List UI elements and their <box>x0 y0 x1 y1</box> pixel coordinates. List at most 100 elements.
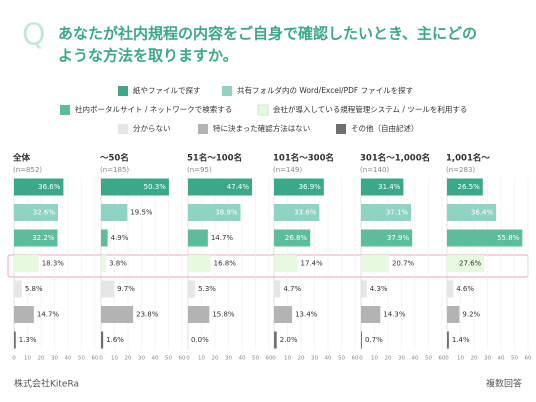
value-label: 17.4% <box>300 260 323 268</box>
panel-title: 101名〜300名 <box>273 153 334 164</box>
x-tick-label: 50 <box>338 356 345 362</box>
legend-label: その他（自由記述） <box>351 123 419 133</box>
bar <box>188 204 241 221</box>
legend-label: 分からない <box>133 124 171 133</box>
value-label: 47.4% <box>227 183 250 191</box>
x-tick-label: 30 <box>225 356 232 362</box>
value-label: 3.8% <box>109 260 127 268</box>
x-tick-label: 0 <box>186 356 190 362</box>
x-tick-label: 40 <box>152 356 159 362</box>
value-label: 26.5% <box>458 183 481 191</box>
panel-title: 1,001名〜 <box>446 153 490 164</box>
x-tick-label: 10 <box>284 356 291 362</box>
x-tick-label: 50 <box>425 356 432 362</box>
bar <box>361 280 367 298</box>
value-label: 50.3% <box>144 183 167 191</box>
bar <box>188 255 211 272</box>
x-tick-label: 0 <box>12 356 16 362</box>
x-tick-label: 60 <box>525 356 532 362</box>
bar <box>101 331 104 349</box>
bar <box>274 280 281 298</box>
x-tick-label: 50 <box>252 356 259 362</box>
x-tick-label: 20 <box>385 356 392 362</box>
bar <box>14 306 34 323</box>
bar <box>101 255 107 272</box>
legend-label: 共有フォルダ内の Word/Excel/PDF ファイルを探す <box>237 85 413 95</box>
bar <box>361 204 412 221</box>
bar <box>14 229 58 247</box>
x-tick-label: 0 <box>359 356 363 362</box>
value-label: 55.8% <box>497 234 520 242</box>
bar <box>14 255 39 272</box>
bar <box>101 229 108 247</box>
x-tick-label: 20 <box>471 356 478 362</box>
value-label: 13.4% <box>295 311 318 319</box>
x-tick-label: 20 <box>38 356 45 362</box>
bar <box>14 178 64 196</box>
x-tick-label: 40 <box>412 356 419 362</box>
title: ような方法を取りますか。 <box>58 47 238 65</box>
bar <box>361 229 413 247</box>
value-label: 14.3% <box>383 311 406 319</box>
value-label: 16.8% <box>214 260 237 268</box>
x-tick-label: 10 <box>111 356 118 362</box>
bar <box>14 204 59 221</box>
x-tick-label: 0 <box>445 356 449 362</box>
x-tick-label: 50 <box>78 356 85 362</box>
bar <box>274 306 293 323</box>
x-tick-label: 30 <box>311 356 318 362</box>
x-tick-label: 60 <box>439 356 446 362</box>
x-tick-label: 60 <box>352 356 359 362</box>
legend-swatch <box>222 86 232 96</box>
value-label: 14.7% <box>211 234 234 242</box>
note: 複数回答 <box>486 378 522 390</box>
value-label: 5.3% <box>198 285 216 293</box>
bar <box>101 306 134 323</box>
bar <box>361 178 404 196</box>
value-label: 2.0% <box>280 336 298 344</box>
bar <box>274 229 311 247</box>
x-tick-label: 10 <box>24 356 31 362</box>
x-tick-label: 0 <box>99 356 103 362</box>
value-label: 38.9% <box>215 209 238 217</box>
x-tick-label: 50 <box>165 356 172 362</box>
x-tick-label: 10 <box>457 356 464 362</box>
panel-subtitle: (n=852) <box>13 166 42 174</box>
company: 株式会社KiteRa <box>14 378 79 390</box>
question-mark: Q <box>22 18 46 53</box>
value-label: 36.4% <box>471 209 494 217</box>
x-tick-label: 30 <box>138 356 145 362</box>
x-tick-label: 20 <box>212 356 219 362</box>
panel-title: 〜50名 <box>100 153 129 164</box>
x-tick-label: 40 <box>239 356 246 362</box>
x-tick-label: 40 <box>325 356 332 362</box>
bar <box>101 280 115 298</box>
legend-swatch <box>118 86 128 96</box>
value-label: 5.8% <box>25 285 43 293</box>
legend-label: 特に決まった確認方法はない <box>213 123 310 133</box>
x-tick-label: 30 <box>51 356 58 362</box>
x-tick-label: 10 <box>371 356 378 362</box>
x-tick-label: 20 <box>298 356 305 362</box>
bar <box>447 331 449 349</box>
panel-title: 全体 <box>12 153 31 164</box>
bar <box>447 204 497 221</box>
legend-swatch <box>118 124 128 134</box>
value-label: 1.6% <box>106 336 124 344</box>
bar <box>447 178 483 196</box>
value-label: 27.6% <box>459 260 482 268</box>
legend-swatch <box>60 105 70 115</box>
bar <box>361 331 362 349</box>
x-tick-label: 40 <box>498 356 505 362</box>
panel-subtitle: (n=283) <box>446 166 475 174</box>
value-label: 32.2% <box>32 234 55 242</box>
bar <box>361 306 381 323</box>
legend-label: 社内ポータルサイト / ネットワークで検索する <box>75 104 232 114</box>
value-label: 0.0% <box>191 336 209 344</box>
value-label: 4.9% <box>111 234 129 242</box>
legend-swatch <box>336 124 346 134</box>
value-label: 37.9% <box>387 234 410 242</box>
bar <box>447 229 523 247</box>
